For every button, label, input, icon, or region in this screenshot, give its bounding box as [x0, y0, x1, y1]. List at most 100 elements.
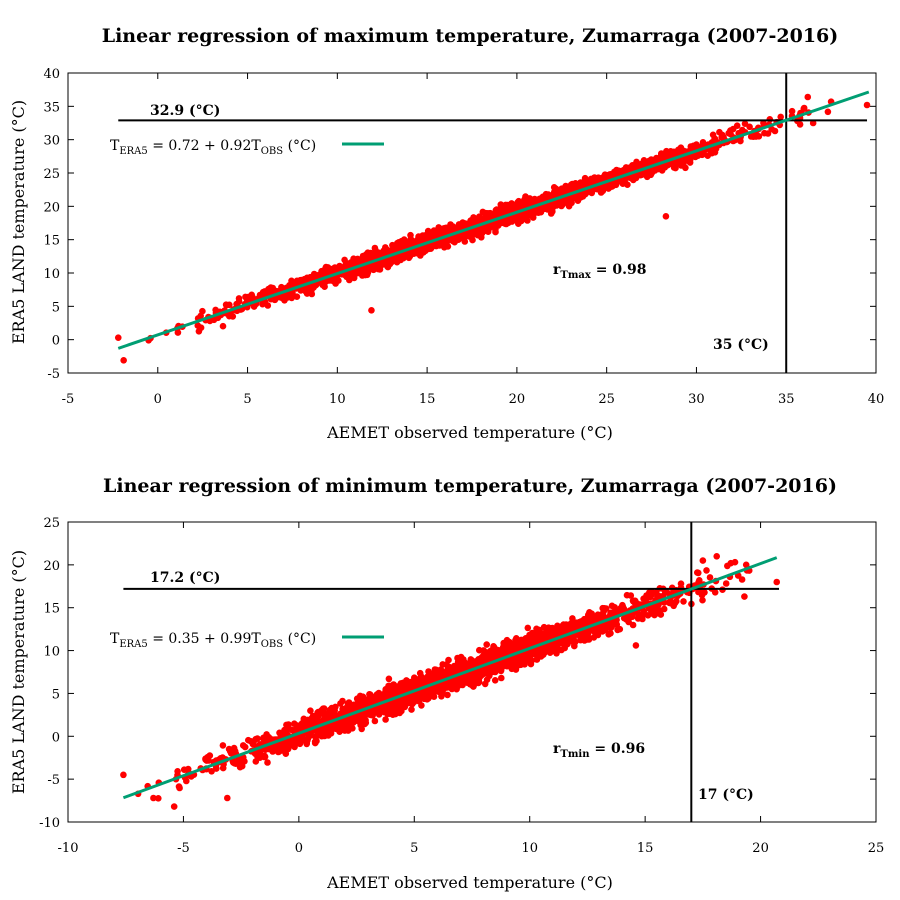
- data-point: [703, 567, 710, 574]
- data-point: [741, 120, 749, 127]
- data-point: [547, 631, 554, 639]
- x-tick-label: 0: [295, 841, 303, 856]
- data-point: [282, 727, 290, 734]
- data-point: [483, 641, 491, 648]
- data-point: [120, 771, 127, 779]
- data-point: [579, 192, 587, 199]
- y-tick-label: 5: [52, 300, 60, 315]
- data-point: [672, 164, 679, 172]
- data-point: [605, 171, 612, 179]
- data-point: [541, 648, 548, 655]
- data-point: [330, 278, 338, 285]
- data-point: [484, 228, 492, 235]
- data-point: [678, 162, 685, 169]
- data-point: [337, 725, 345, 732]
- hline-label: 32.9 (°C): [150, 103, 220, 119]
- data-point: [416, 675, 423, 683]
- data-point: [640, 595, 647, 602]
- data-point: [314, 709, 321, 716]
- data-point: [773, 578, 781, 586]
- regression-line: [117, 90, 870, 350]
- data-point: [396, 703, 403, 710]
- data-point: [525, 635, 532, 643]
- data-point: [223, 301, 230, 309]
- vline-label: 17 (°C): [698, 787, 754, 803]
- y-tick-label: 20: [43, 559, 60, 574]
- data-point: [565, 183, 573, 191]
- data-point: [470, 683, 477, 690]
- data-point: [525, 196, 532, 203]
- data-point: [269, 284, 277, 292]
- data-point: [281, 297, 288, 304]
- data-point: [479, 208, 487, 216]
- data-point: [249, 740, 257, 748]
- x-tick-label: 25: [868, 841, 885, 856]
- data-point: [342, 720, 350, 728]
- data-point: [180, 766, 188, 773]
- data-point: [654, 592, 661, 599]
- data-point: [293, 293, 301, 301]
- data-point: [524, 624, 532, 632]
- chart-title: Linear regression of minimum temperature…: [103, 475, 837, 497]
- data-point: [219, 322, 227, 330]
- data-point: [570, 623, 577, 631]
- data-point: [603, 621, 611, 629]
- x-tick-label: 30: [688, 392, 705, 407]
- data-point: [378, 704, 385, 711]
- data-point: [502, 220, 509, 227]
- x-tick-label: 5: [410, 841, 418, 856]
- data-point: [699, 557, 707, 564]
- data-point: [539, 633, 547, 640]
- data-point: [594, 611, 602, 618]
- data-point: [457, 653, 465, 661]
- x-axis-label: AEMET observed temperature (°C): [326, 423, 613, 442]
- y-tick-label: 15: [43, 234, 60, 249]
- y-tick-label: -5: [47, 773, 60, 788]
- data-point: [262, 746, 269, 753]
- data-point: [408, 683, 416, 690]
- data-point: [306, 732, 314, 739]
- data-point: [380, 247, 387, 255]
- data-point: [395, 687, 402, 695]
- data-point: [303, 285, 311, 292]
- y-tick-label: 35: [43, 100, 60, 115]
- data-point: [197, 312, 204, 320]
- data-point: [528, 657, 535, 664]
- data-point: [260, 299, 268, 306]
- chart-max-temperature: Linear regression of maximum temperature…: [9, 25, 884, 442]
- data-point: [289, 742, 297, 749]
- data-point: [418, 702, 425, 709]
- data-point: [766, 116, 774, 123]
- data-point: [863, 101, 871, 109]
- data-point: [325, 266, 332, 274]
- y-axis-label: ERA5 LAND temperature (°C): [9, 550, 28, 794]
- data-point: [431, 666, 439, 673]
- data-point: [620, 614, 628, 622]
- data-point: [219, 742, 227, 749]
- data-point: [425, 668, 432, 675]
- data-point: [356, 692, 364, 700]
- x-tick-labels: -5 0 5 10 15 20 25 30 35 40: [62, 73, 884, 407]
- data-point: [303, 290, 311, 297]
- hline-label: 17.2 (°C): [150, 570, 220, 586]
- data-point: [262, 738, 269, 745]
- data-point: [696, 577, 703, 584]
- x-tick-label: 15: [637, 841, 654, 856]
- data-point: [470, 217, 478, 224]
- data-point: [303, 740, 311, 748]
- y-tick-label: 10: [43, 645, 60, 660]
- data-point: [687, 143, 695, 150]
- data-point: [468, 230, 475, 238]
- x-tick-label: -5: [62, 392, 75, 407]
- legend-label: TERA5 = 0.35 + 0.99TOBS (°C): [110, 631, 316, 650]
- data-point: [500, 639, 508, 647]
- plot-frame: [67, 521, 877, 823]
- y-tick-label: 5: [52, 687, 60, 702]
- data-point: [492, 228, 499, 236]
- data-point: [226, 748, 234, 755]
- data-point: [443, 661, 450, 668]
- data-point: [581, 178, 589, 185]
- data-point: [671, 599, 679, 607]
